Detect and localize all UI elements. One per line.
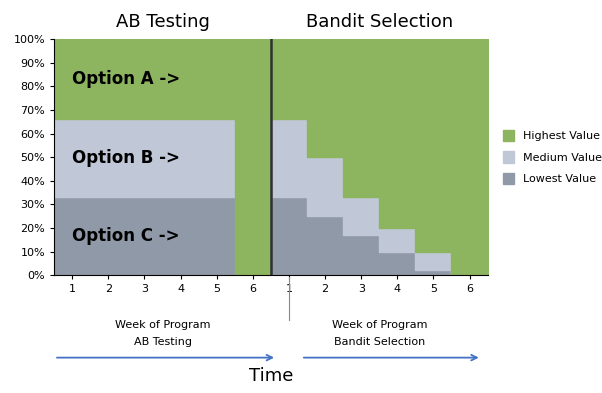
Text: Time: Time [249, 367, 293, 385]
Text: Option A ->: Option A -> [72, 70, 181, 88]
Text: AB Testing: AB Testing [116, 13, 209, 31]
Text: Week of Program
Bandit Selection: Week of Program Bandit Selection [332, 320, 427, 347]
Legend: Highest Value, Medium Value, Lowest Value: Highest Value, Medium Value, Lowest Valu… [499, 127, 602, 188]
Text: Week of Program
AB Testing: Week of Program AB Testing [115, 320, 210, 347]
Text: Bandit Selection: Bandit Selection [306, 13, 453, 31]
Text: Option C ->: Option C -> [72, 227, 180, 245]
Text: Option B ->: Option B -> [72, 149, 180, 167]
